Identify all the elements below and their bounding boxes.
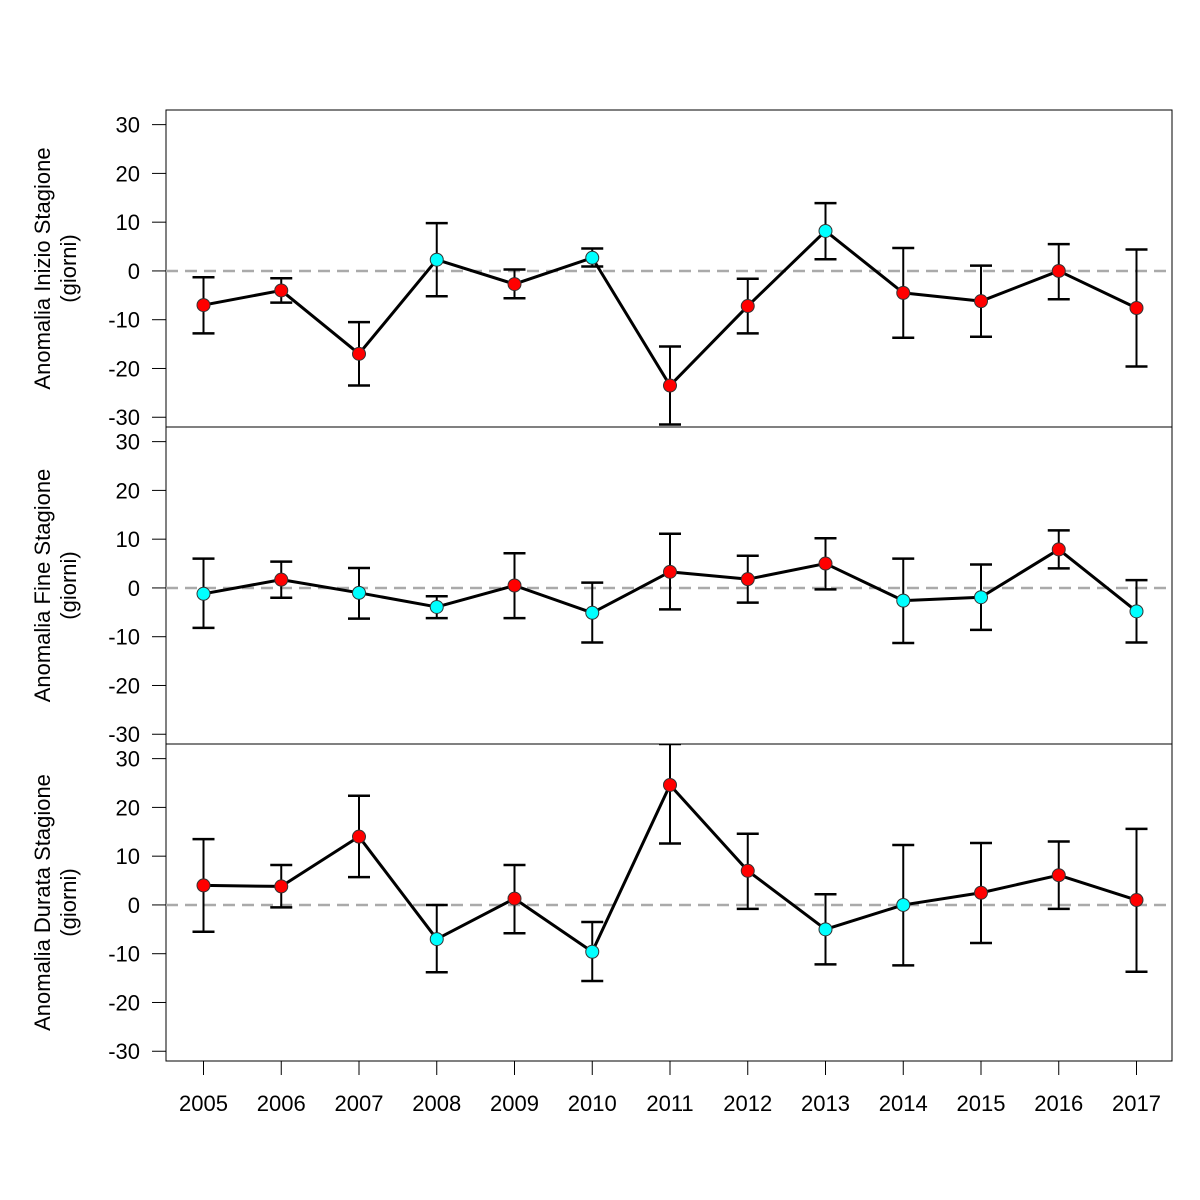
data-point-2015 [974, 885, 988, 900]
data-point-2005 [196, 586, 211, 601]
y-tick-label: -30 [108, 405, 140, 430]
data-point-2008 [429, 932, 444, 947]
data-point-2007 [352, 829, 366, 844]
x-tick-label: 2014 [879, 1091, 928, 1116]
data-point-2012 [740, 863, 755, 878]
y-tick-label: -10 [108, 308, 140, 333]
x-tick-label: 2011 [646, 1091, 693, 1116]
x-tick-label: 2015 [957, 1091, 1006, 1116]
y-tick-label: 30 [116, 430, 140, 455]
data-point-2013 [818, 556, 833, 571]
y-axis-label: Anomalia Fine Stagione(giorni) [30, 469, 81, 703]
data-point-2010 [585, 605, 600, 620]
x-tick-label: 2006 [257, 1091, 306, 1116]
y-tick-label: 10 [116, 844, 140, 869]
data-point-2006 [274, 879, 289, 894]
data-point-2011 [663, 777, 677, 792]
y-tick-label: 10 [116, 527, 140, 552]
x-tick-label: 2017 [1112, 1091, 1161, 1116]
panel-3: -30 -20 -10 0 10 20 30 Anomalia Durata Stagione… [30, 743, 1173, 1116]
data-point-2014 [896, 285, 911, 300]
y-tick-label: -30 [108, 1039, 140, 1064]
y-tick-label: 0 [128, 893, 140, 918]
data-point-2017 [1129, 301, 1144, 316]
x-tick-label: 2010 [568, 1091, 617, 1116]
y-tick-label: 20 [116, 478, 140, 503]
x-tick-label: 2013 [801, 1091, 850, 1116]
y-tick-label: 0 [128, 259, 140, 284]
data-point-2010 [585, 250, 600, 265]
data-point-2008 [429, 252, 444, 267]
y-tick-label: 20 [116, 161, 140, 186]
data-point-2013 [818, 922, 833, 937]
data-point-2012 [740, 572, 755, 587]
x-tick-label: 2008 [412, 1091, 461, 1116]
x-tick-label: 2012 [723, 1091, 772, 1116]
data-point-2011 [663, 378, 677, 393]
data-point-2014 [896, 593, 911, 608]
data-point-2005 [196, 298, 211, 313]
data-point-2016 [1051, 868, 1066, 883]
y-axis-label: Anomalia Durata Stagione(giorni) [30, 774, 81, 1031]
x-tick-label: 2007 [335, 1091, 384, 1116]
x-tick-label: 2005 [179, 1091, 228, 1116]
data-point-2012 [740, 299, 755, 314]
data-point-2006 [274, 572, 289, 587]
data-point-2007 [352, 346, 366, 361]
y-tick-label: -20 [108, 673, 140, 698]
data-point-2009 [507, 277, 522, 292]
y-tick-label: -20 [108, 990, 140, 1015]
error-bar-2011 [659, 744, 681, 845]
data-point-2009 [507, 891, 522, 906]
data-point-2013 [818, 223, 833, 238]
y-tick-label: 30 [116, 747, 140, 772]
data-point-2015 [974, 590, 988, 605]
data-point-2007 [352, 585, 366, 600]
x-tick-label: 2009 [490, 1091, 539, 1116]
data-point-2015 [974, 294, 988, 309]
data-point-2006 [274, 283, 289, 298]
y-tick-label: -30 [108, 722, 140, 747]
data-point-2016 [1051, 542, 1066, 557]
data-point-2008 [429, 599, 444, 614]
y-tick-label: 20 [116, 795, 140, 820]
x-tick-label: 2016 [1034, 1091, 1083, 1116]
data-point-2014 [896, 897, 911, 912]
data-point-2009 [507, 578, 522, 593]
data-point-2011 [663, 564, 677, 579]
y-tick-label: -10 [108, 942, 140, 967]
y-tick-label: 30 [116, 113, 140, 138]
data-point-2017 [1129, 604, 1144, 619]
y-tick-label: -20 [108, 356, 140, 381]
panel-1: -30 -20 -10 0 10 20 30 Anomalia Inizio Stagione… [30, 109, 1173, 430]
y-axis-label: Anomalia Inizio Stagione(giorni) [30, 147, 81, 389]
y-tick-label: 0 [128, 576, 140, 601]
data-point-2016 [1051, 263, 1066, 278]
data-point-2010 [585, 944, 600, 959]
data-point-2017 [1129, 893, 1144, 908]
panel-2: -30 -20 -10 0 10 20 30 Anomalia Fine Stagione(g… [30, 426, 1173, 747]
y-tick-label: 10 [116, 210, 140, 235]
y-tick-label: -10 [108, 625, 140, 650]
data-point-2005 [196, 878, 211, 893]
